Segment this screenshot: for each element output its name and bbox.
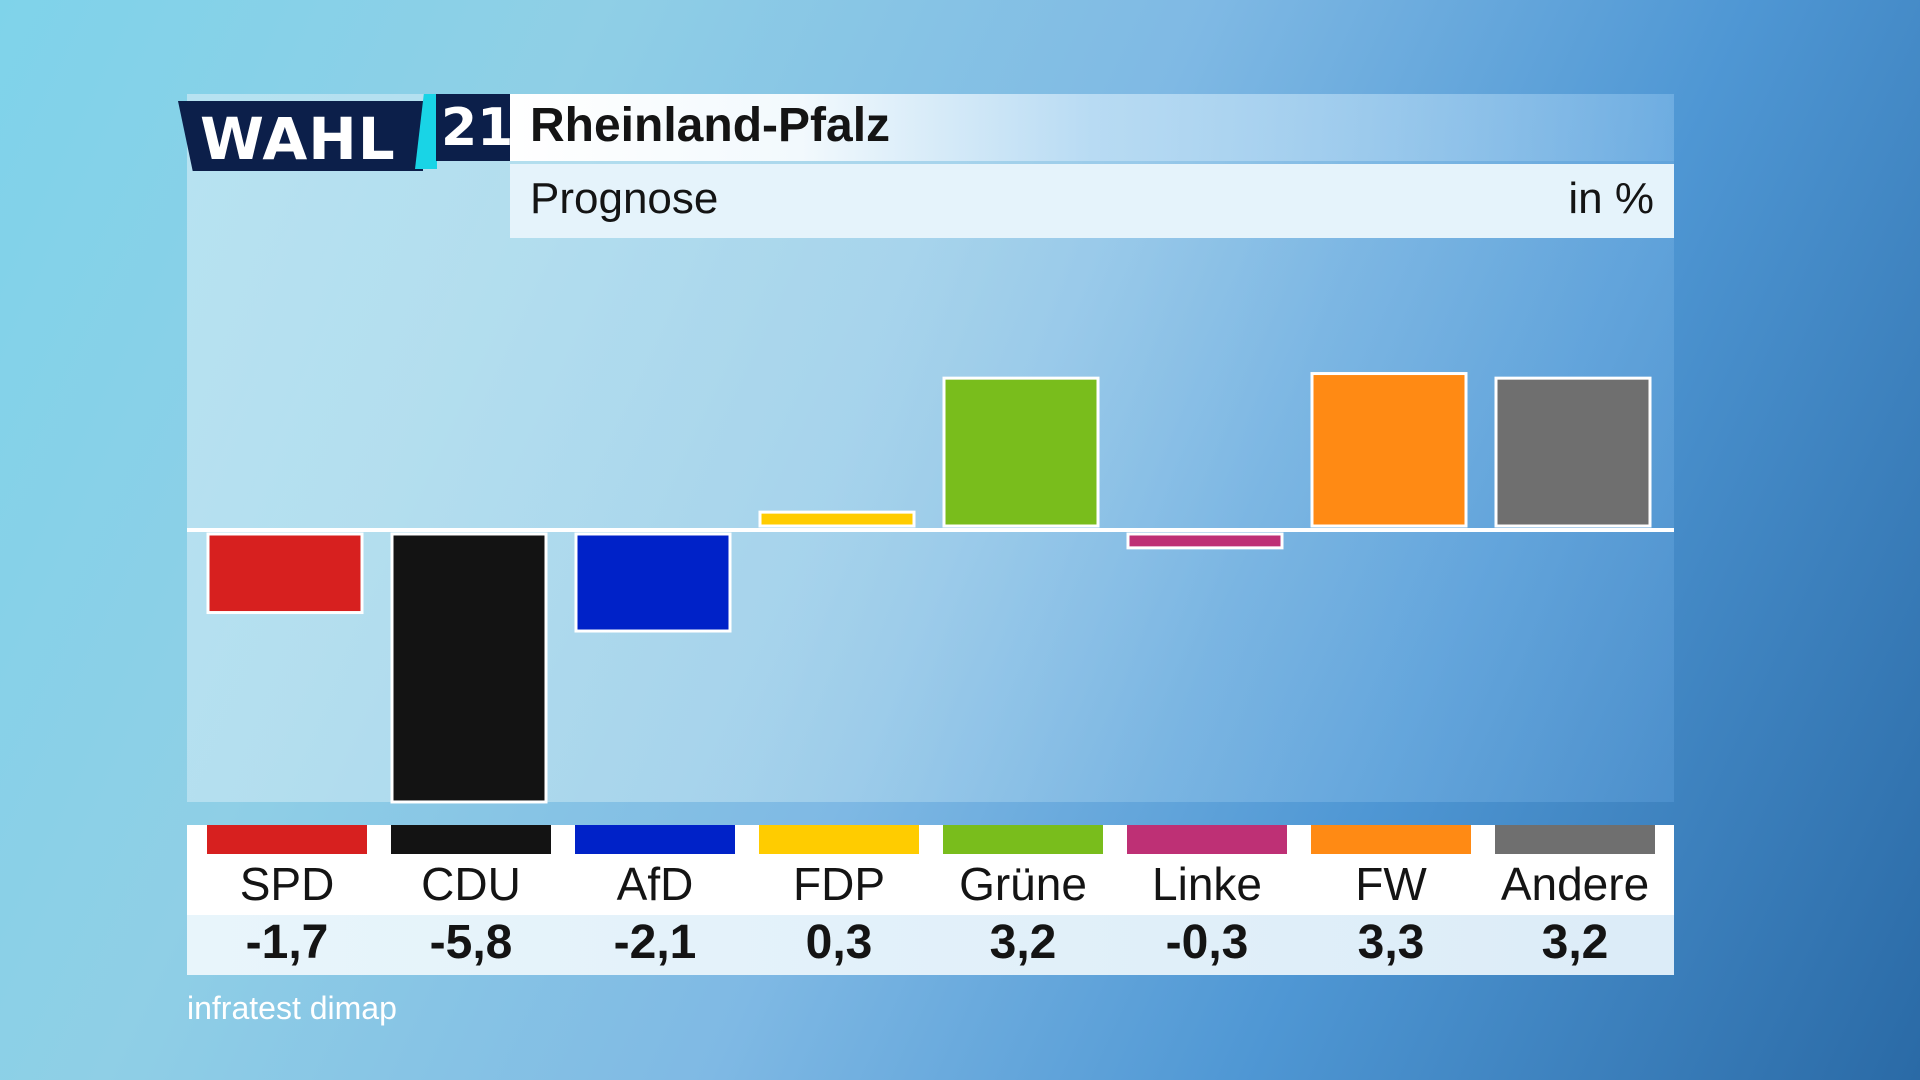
logo-word: WAHL <box>200 105 396 173</box>
legend-swatch <box>575 825 735 854</box>
unit-label: in % <box>1568 174 1654 223</box>
logo-number: 21 <box>441 98 514 158</box>
value-label: 3,2 <box>989 916 1057 969</box>
wahl-logo: WAHL <box>178 101 423 171</box>
bar-grüne <box>942 376 1100 528</box>
party-label: SPD <box>239 858 335 910</box>
legend-table: SPD -1,7 CDU -5,8 AfD -2,1 FDP 0,3 Grüne 3,2 Linke… <box>187 825 1674 975</box>
legend-cell: Linke -0,3 <box>1127 825 1287 975</box>
bar-linke <box>1126 532 1284 550</box>
bar-fdp <box>758 510 916 528</box>
chart-subtitle: Prognose <box>530 174 719 223</box>
legend-cell: FW 3,3 <box>1311 825 1471 975</box>
legend-cell: Grüne 3,2 <box>943 825 1103 975</box>
party-label: Linke <box>1152 858 1262 910</box>
value-label: 3,3 <box>1357 916 1425 969</box>
subtitle-bar: Prognose in % <box>510 164 1674 238</box>
legend-swatch <box>1311 825 1471 854</box>
logo-number-box: 21 <box>436 94 514 161</box>
legend-swatch <box>207 825 367 854</box>
value-label: -2,1 <box>613 916 697 969</box>
party-label: FW <box>1355 858 1427 910</box>
legend-swatch <box>1127 825 1287 854</box>
bar-andere <box>1494 376 1652 528</box>
value-row <box>187 915 1674 975</box>
value-label: 0,3 <box>805 916 873 969</box>
party-label: FDP <box>793 858 885 910</box>
legend-swatch <box>391 825 551 854</box>
title-bar: Rheinland-Pfalz <box>510 94 1674 161</box>
bar-cdu <box>390 532 548 804</box>
value-label: -1,7 <box>245 916 329 969</box>
value-label: 3,2 <box>1541 916 1609 969</box>
value-label: -0,3 <box>1165 916 1249 969</box>
legend-cell: Andere 3,2 <box>1495 825 1655 975</box>
source-credit: infratest dimap <box>187 990 397 1026</box>
party-label: AfD <box>616 858 694 910</box>
party-label: Grüne <box>959 858 1087 910</box>
legend-cell: SPD -1,7 <box>207 825 367 975</box>
legend-cell: AfD -2,1 <box>575 825 735 975</box>
chart-title: Rheinland-Pfalz <box>530 99 891 152</box>
bar-fw <box>1310 372 1468 528</box>
bar-spd <box>206 532 364 615</box>
bar-afd <box>574 532 732 633</box>
value-label: -5,8 <box>429 916 513 969</box>
legend-cell: CDU -5,8 <box>391 825 551 975</box>
legend-cell: FDP 0,3 <box>759 825 919 975</box>
legend-swatch <box>759 825 919 854</box>
legend-swatch <box>943 825 1103 854</box>
legend-swatch <box>1495 825 1655 854</box>
party-label: CDU <box>421 858 521 910</box>
party-label: Andere <box>1500 858 1650 910</box>
